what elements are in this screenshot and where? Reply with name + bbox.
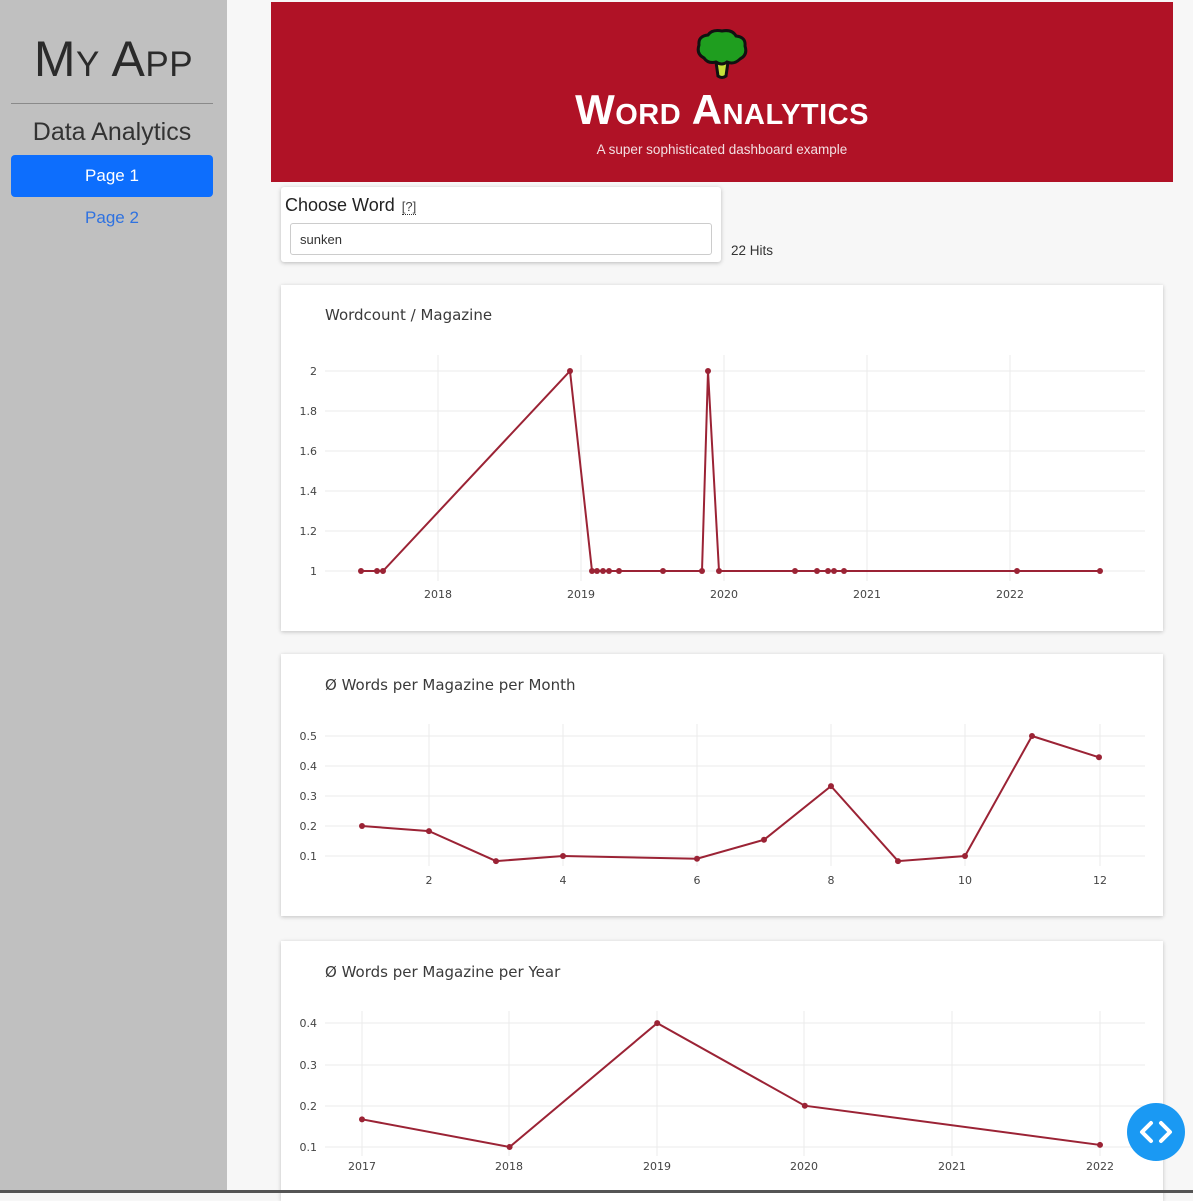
nav-page-1[interactable]: Page 1 bbox=[11, 155, 213, 197]
year-chart[interactable]: 0.1 0.2 0.3 0.4 2017 2018 2019 2020 2021 2022 bbox=[281, 941, 1163, 1201]
word-input[interactable] bbox=[290, 223, 712, 255]
sidebar-divider bbox=[11, 103, 213, 104]
svg-text:0.1: 0.1 bbox=[300, 1141, 318, 1154]
data-point[interactable] bbox=[493, 858, 499, 865]
data-point[interactable] bbox=[1097, 1141, 1103, 1148]
data-point[interactable] bbox=[560, 853, 566, 859]
data-point[interactable] bbox=[1097, 568, 1103, 574]
sidebar: My App Data Analytics Page 1 Page 2 bbox=[0, 0, 227, 1193]
help-tooltip[interactable]: [?] bbox=[401, 199, 417, 215]
data-point[interactable] bbox=[962, 853, 968, 859]
data-point[interactable] bbox=[1096, 754, 1102, 761]
svg-text:2018: 2018 bbox=[495, 1160, 523, 1173]
chart-title: Ø Words per Magazine per Month bbox=[325, 676, 576, 694]
svg-text:0.4: 0.4 bbox=[300, 760, 318, 773]
data-point[interactable] bbox=[594, 568, 600, 574]
svg-text:2: 2 bbox=[426, 874, 433, 887]
page-header: Word Analytics A super sophisticated das… bbox=[271, 2, 1173, 182]
svg-text:10: 10 bbox=[958, 874, 972, 887]
window-bottom-edge bbox=[0, 1190, 1193, 1193]
month-chart[interactable]: 0.1 0.2 0.3 0.4 0.5 2 4 6 8 10 12 bbox=[281, 654, 1163, 916]
nav-page-2[interactable]: Page 2 bbox=[85, 208, 139, 227]
svg-text:1.8: 1.8 bbox=[300, 405, 318, 418]
svg-text:2019: 2019 bbox=[567, 588, 595, 601]
chart-title: Ø Words per Magazine per Year bbox=[325, 963, 561, 981]
data-point[interactable] bbox=[831, 568, 837, 574]
chart-title: Wordcount / Magazine bbox=[325, 306, 493, 324]
svg-text:0.5: 0.5 bbox=[300, 730, 318, 743]
data-point[interactable] bbox=[1029, 733, 1035, 739]
svg-text:1.4: 1.4 bbox=[300, 485, 318, 498]
data-point[interactable] bbox=[359, 1116, 365, 1123]
data-point[interactable] bbox=[426, 828, 432, 835]
data-point[interactable] bbox=[828, 783, 834, 790]
data-point[interactable] bbox=[506, 1144, 513, 1150]
data-point[interactable] bbox=[705, 368, 711, 374]
wordcount-chart[interactable]: 1 1.2 1.4 1.6 1.8 2 2018 2019 2020 2021 2022 bbox=[281, 285, 1163, 631]
data-point[interactable] bbox=[761, 836, 767, 843]
page-subtitle: A super sophisticated dashboard example bbox=[596, 142, 848, 157]
data-point[interactable] bbox=[895, 858, 901, 865]
data-point[interactable] bbox=[589, 568, 595, 574]
svg-text:2021: 2021 bbox=[938, 1160, 966, 1173]
data-point[interactable] bbox=[1014, 568, 1020, 574]
data-point[interactable] bbox=[606, 568, 612, 574]
code-brackets-icon bbox=[1140, 1121, 1172, 1143]
svg-text:2022: 2022 bbox=[996, 588, 1024, 601]
svg-text:2020: 2020 bbox=[790, 1160, 818, 1173]
data-point[interactable] bbox=[699, 568, 705, 574]
data-point[interactable] bbox=[660, 568, 666, 574]
svg-text:8: 8 bbox=[828, 874, 835, 887]
svg-text:0.4: 0.4 bbox=[300, 1017, 318, 1030]
svg-text:0.2: 0.2 bbox=[300, 1100, 318, 1113]
svg-text:2: 2 bbox=[310, 365, 317, 378]
data-point[interactable] bbox=[654, 1020, 661, 1027]
svg-text:12: 12 bbox=[1093, 874, 1107, 887]
word-selector-card: Choose Word [?] bbox=[281, 187, 721, 262]
chart-card-wordcount: Wordcount / Magazine 1 1.2 1.4 1.6 1.8 2 20… bbox=[281, 285, 1163, 631]
data-point[interactable] bbox=[616, 568, 622, 574]
sidebar-heading: Data Analytics bbox=[32, 118, 192, 146]
svg-text:0.3: 0.3 bbox=[300, 1059, 318, 1072]
svg-text:1.2: 1.2 bbox=[300, 525, 318, 538]
svg-text:2018: 2018 bbox=[424, 588, 452, 601]
svg-text:1: 1 bbox=[310, 565, 317, 578]
svg-text:2022: 2022 bbox=[1086, 1160, 1114, 1173]
hits-count: 22 Hits bbox=[731, 243, 774, 258]
data-point[interactable] bbox=[825, 568, 831, 574]
svg-text:2021: 2021 bbox=[853, 588, 881, 601]
data-point[interactable] bbox=[801, 1102, 808, 1109]
chart-card-year: Ø Words per Magazine per Year 0.1 0.2 0.3… bbox=[281, 941, 1163, 1201]
data-point[interactable] bbox=[792, 568, 798, 574]
data-point[interactable] bbox=[814, 568, 820, 574]
svg-text:6: 6 bbox=[694, 874, 701, 887]
chart-card-month: Ø Words per Magazine per Month 0.1 0.2 0.… bbox=[281, 654, 1163, 916]
code-toggle-button[interactable] bbox=[1127, 1103, 1185, 1161]
svg-text:0.3: 0.3 bbox=[300, 790, 318, 803]
word-label-text: Choose Word bbox=[285, 195, 395, 215]
data-point[interactable] bbox=[358, 568, 364, 574]
svg-text:4: 4 bbox=[560, 874, 567, 887]
data-point[interactable] bbox=[716, 568, 722, 574]
data-point[interactable] bbox=[567, 368, 573, 374]
svg-text:1.6: 1.6 bbox=[300, 445, 318, 458]
data-point[interactable] bbox=[380, 568, 386, 574]
svg-text:0.1: 0.1 bbox=[300, 850, 318, 863]
svg-text:0.2: 0.2 bbox=[300, 820, 318, 833]
data-point[interactable] bbox=[841, 568, 847, 574]
svg-text:2017: 2017 bbox=[348, 1160, 376, 1173]
page-title: Word Analytics bbox=[575, 86, 869, 133]
app-title: My App bbox=[33, 31, 194, 87]
data-point[interactable] bbox=[600, 568, 606, 574]
word-label: Choose Word [?] bbox=[285, 195, 417, 216]
svg-text:2019: 2019 bbox=[643, 1160, 671, 1173]
svg-text:2020: 2020 bbox=[710, 588, 738, 601]
data-point[interactable] bbox=[374, 568, 380, 574]
broccoli-icon bbox=[696, 29, 748, 79]
data-point[interactable] bbox=[694, 855, 700, 862]
data-point[interactable] bbox=[359, 823, 365, 829]
